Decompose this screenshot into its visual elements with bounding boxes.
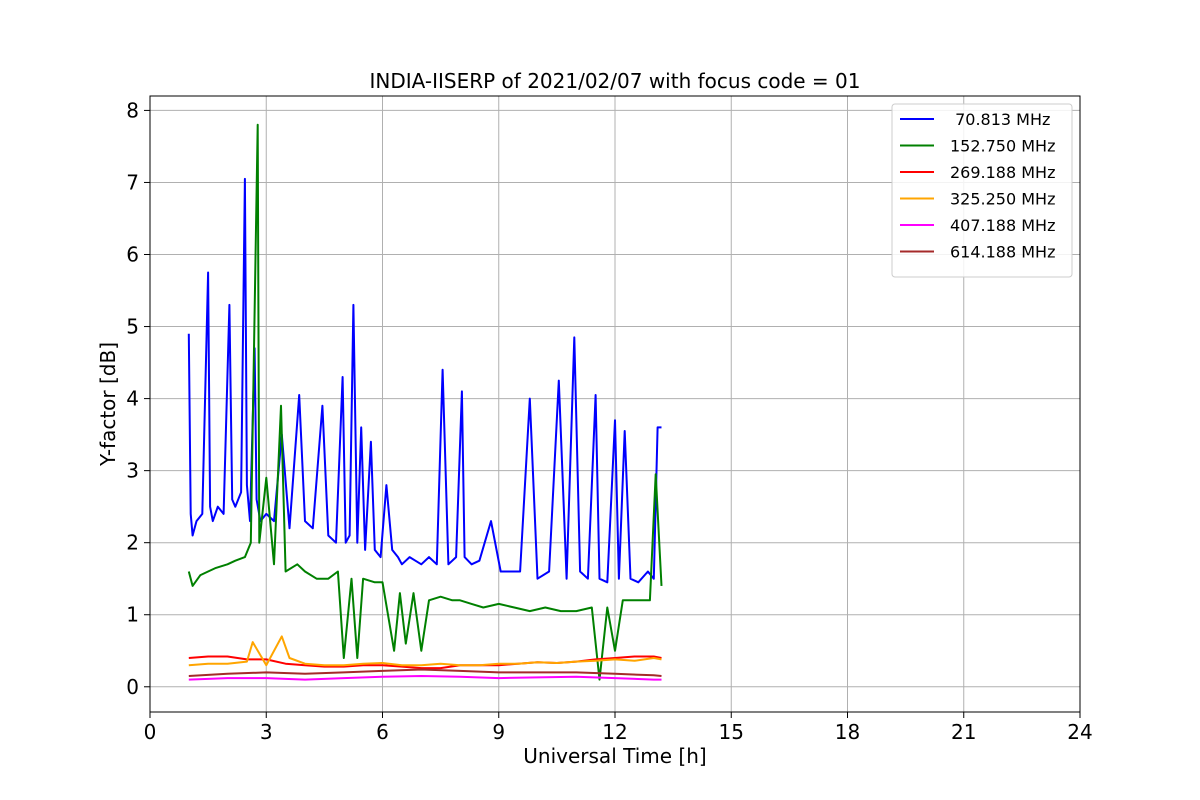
x-tick-label: 21 (951, 720, 976, 744)
x-tick-label: 9 (492, 720, 505, 744)
legend-label: 614.188 MHz (950, 243, 1055, 262)
legend-label: 325.250 MHz (950, 190, 1055, 209)
y-tick-label: 5 (126, 315, 139, 339)
x-tick-label: 6 (376, 720, 389, 744)
grid (149, 96, 1081, 712)
y-tick-label: 0 (126, 675, 139, 699)
x-tick-label: 18 (835, 720, 860, 744)
x-tick-label: 24 (1067, 720, 1092, 744)
y-axis: 0 1 2 3 4 5 6 7 8 (126, 98, 150, 699)
x-tick-label: 3 (260, 720, 273, 744)
y-tick-label: 7 (126, 170, 139, 194)
y-axis-label: Y-factor [dB] (96, 342, 120, 467)
y-tick-label: 2 (126, 531, 139, 555)
legend-box (891, 103, 1073, 278)
y-tick-label: 4 (126, 387, 139, 411)
x-tick-label: 15 (719, 720, 744, 744)
x-axis: 0 3 6 9 12 15 18 21 24 (144, 712, 1093, 744)
chart-title: INDIA-IISERP of 2021/02/07 with focus co… (370, 69, 861, 93)
legend-label: 152.750 MHz (950, 137, 1055, 156)
series-line-5 (188, 668, 662, 677)
x-axis-label: Universal Time [h] (523, 744, 706, 768)
series-line-4 (188, 675, 662, 681)
x-tick-label: 0 (144, 720, 157, 744)
series-line-3 (188, 635, 662, 667)
series-line-2 (188, 655, 662, 670)
series-line-0 (187, 177, 662, 584)
y-tick-label: 3 (126, 459, 139, 483)
y-tick-label: 1 (126, 603, 139, 627)
y-tick-label: 6 (126, 243, 139, 267)
legend-label: 407.188 MHz (950, 216, 1055, 235)
y-tick-label: 8 (126, 98, 139, 122)
legend-label: 269.188 MHz (950, 163, 1055, 182)
legend: 70.813 MHz 152.750 MHz 269.188 MHz 325.250 … (891, 103, 1073, 278)
series-line-1 (187, 123, 663, 681)
series-layer (187, 123, 663, 681)
x-tick-label: 12 (602, 720, 627, 744)
legend-label: 70.813 MHz (950, 110, 1050, 129)
